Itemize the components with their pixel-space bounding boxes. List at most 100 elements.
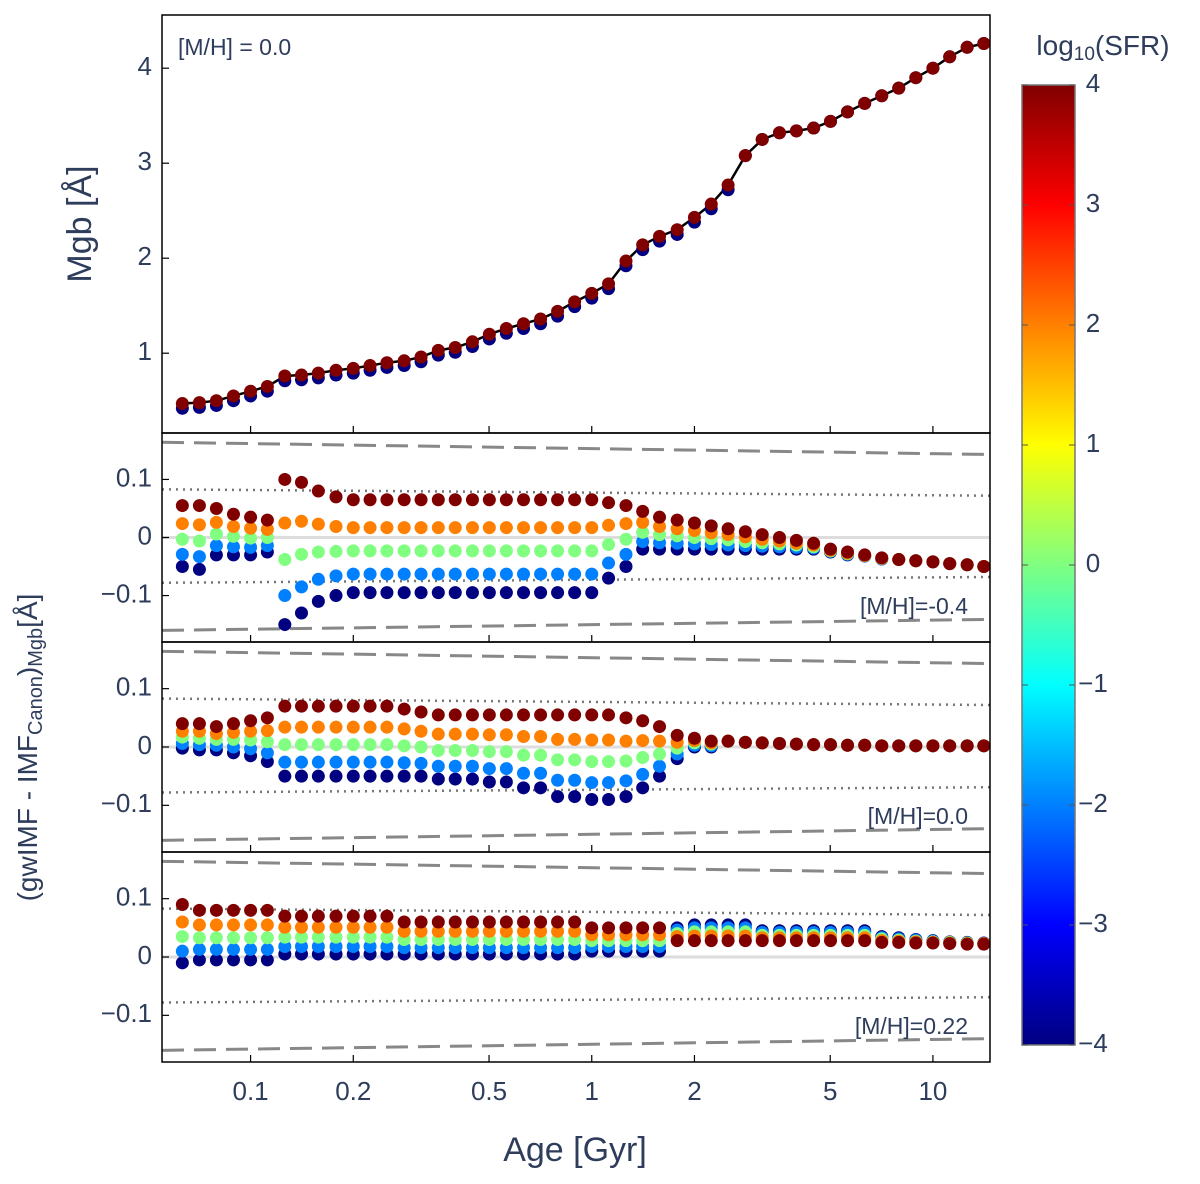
data-point bbox=[244, 942, 258, 956]
data-point bbox=[192, 562, 206, 576]
data-point bbox=[619, 754, 633, 768]
data-point bbox=[346, 361, 360, 375]
data-point bbox=[414, 544, 428, 558]
data-point bbox=[175, 397, 189, 411]
data-point bbox=[294, 738, 308, 752]
data-point bbox=[414, 586, 428, 600]
data-point bbox=[585, 521, 599, 535]
data-point bbox=[294, 909, 308, 923]
data-point bbox=[175, 956, 189, 970]
data-point bbox=[517, 567, 531, 581]
data-point bbox=[329, 589, 343, 603]
data-point bbox=[721, 734, 735, 748]
data-point bbox=[568, 732, 582, 746]
data-point bbox=[329, 909, 343, 923]
label-part: ) bbox=[12, 667, 43, 676]
data-point bbox=[926, 936, 940, 950]
y-tick-label: −0.1 bbox=[101, 998, 152, 1028]
data-point bbox=[568, 773, 582, 787]
data-point bbox=[602, 755, 616, 769]
data-point bbox=[534, 748, 548, 762]
data-point bbox=[534, 915, 548, 929]
data-point bbox=[738, 525, 752, 539]
data-point bbox=[687, 934, 701, 948]
data-point bbox=[551, 493, 565, 507]
data-point bbox=[363, 930, 377, 944]
data-point bbox=[619, 560, 633, 574]
data-point bbox=[380, 493, 394, 507]
y-tick-label: −0.1 bbox=[101, 788, 152, 818]
data-point bbox=[585, 755, 599, 769]
data-point bbox=[687, 731, 701, 745]
plot-area bbox=[175, 37, 990, 415]
data-point bbox=[841, 738, 855, 752]
data-point bbox=[329, 569, 343, 583]
data-point bbox=[260, 942, 274, 956]
plot-area bbox=[162, 859, 990, 1052]
data-point bbox=[244, 510, 258, 524]
data-point bbox=[397, 722, 411, 736]
y-tick-label: 2 bbox=[138, 241, 152, 271]
data-point bbox=[943, 557, 957, 571]
data-point bbox=[824, 542, 838, 556]
data-point bbox=[977, 739, 990, 753]
data-point bbox=[499, 762, 513, 776]
data-point bbox=[499, 775, 513, 789]
data-point bbox=[329, 930, 343, 944]
data-point bbox=[244, 540, 258, 554]
data-point bbox=[192, 499, 206, 513]
data-point bbox=[380, 356, 394, 370]
colorbar-tick-label: −2 bbox=[1078, 788, 1108, 818]
data-point bbox=[294, 368, 308, 382]
data-point bbox=[465, 708, 479, 722]
data-point bbox=[482, 745, 496, 759]
data-point bbox=[431, 708, 445, 722]
data-point bbox=[329, 940, 343, 953]
data-point bbox=[551, 915, 565, 929]
data-point bbox=[244, 531, 258, 545]
data-point bbox=[465, 493, 479, 507]
x-tick-label: 10 bbox=[918, 1076, 947, 1106]
data-point bbox=[192, 717, 206, 731]
label-part: [Å] bbox=[12, 594, 43, 628]
data-point bbox=[636, 781, 650, 795]
data-point bbox=[738, 149, 752, 163]
data-point bbox=[209, 501, 223, 515]
data-point bbox=[636, 767, 650, 781]
data-point bbox=[841, 934, 855, 948]
data-point bbox=[465, 335, 479, 349]
data-point bbox=[397, 924, 411, 938]
reference-line bbox=[162, 859, 990, 876]
data-point bbox=[260, 903, 274, 917]
data-point bbox=[772, 126, 786, 140]
data-point bbox=[414, 724, 428, 738]
data-point bbox=[534, 708, 548, 722]
data-point bbox=[175, 547, 189, 561]
data-point bbox=[380, 699, 394, 713]
data-point bbox=[755, 934, 769, 948]
data-point bbox=[585, 921, 599, 935]
data-point bbox=[192, 396, 206, 410]
data-point bbox=[346, 544, 360, 558]
data-point bbox=[363, 544, 377, 558]
data-point bbox=[260, 735, 274, 749]
data-point bbox=[363, 359, 377, 373]
data-point bbox=[397, 739, 411, 753]
data-point bbox=[431, 744, 445, 757]
data-point bbox=[482, 586, 496, 600]
data-point bbox=[192, 931, 206, 945]
data-point bbox=[619, 734, 633, 748]
data-point bbox=[192, 942, 206, 956]
data-point bbox=[278, 769, 292, 783]
reference-line bbox=[162, 617, 990, 632]
data-point bbox=[960, 937, 974, 951]
data-point bbox=[517, 730, 531, 743]
data-point bbox=[192, 918, 206, 932]
data-point bbox=[311, 769, 325, 783]
data-point bbox=[807, 934, 821, 948]
y-axis-label: Mgb [Å] bbox=[61, 165, 99, 282]
x-tick-label: 5 bbox=[823, 1076, 837, 1106]
data-point bbox=[738, 735, 752, 749]
data-point bbox=[465, 772, 479, 786]
data-point bbox=[226, 717, 240, 731]
